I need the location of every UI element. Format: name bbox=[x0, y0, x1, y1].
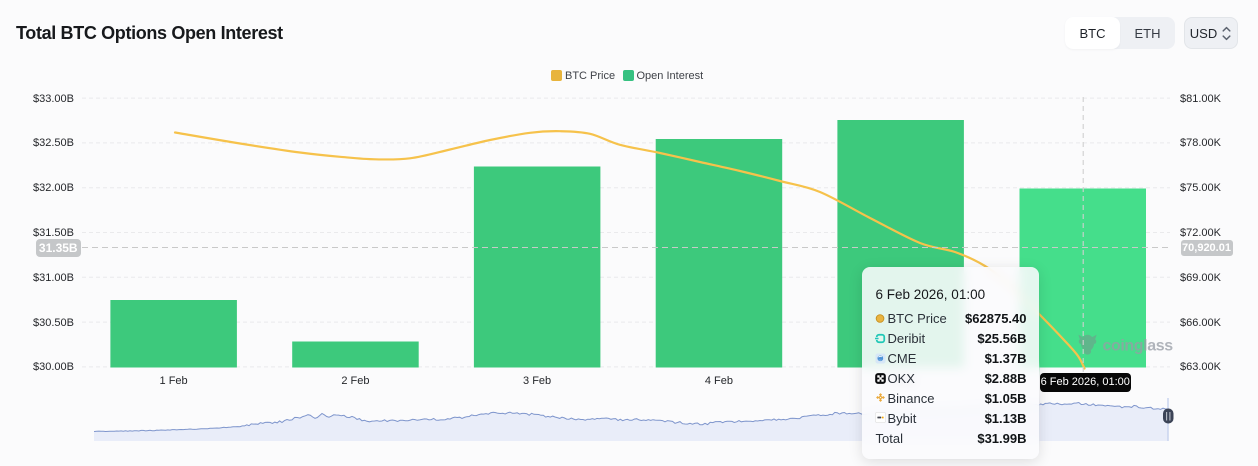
svg-text:coinglass: coinglass bbox=[1103, 338, 1174, 355]
